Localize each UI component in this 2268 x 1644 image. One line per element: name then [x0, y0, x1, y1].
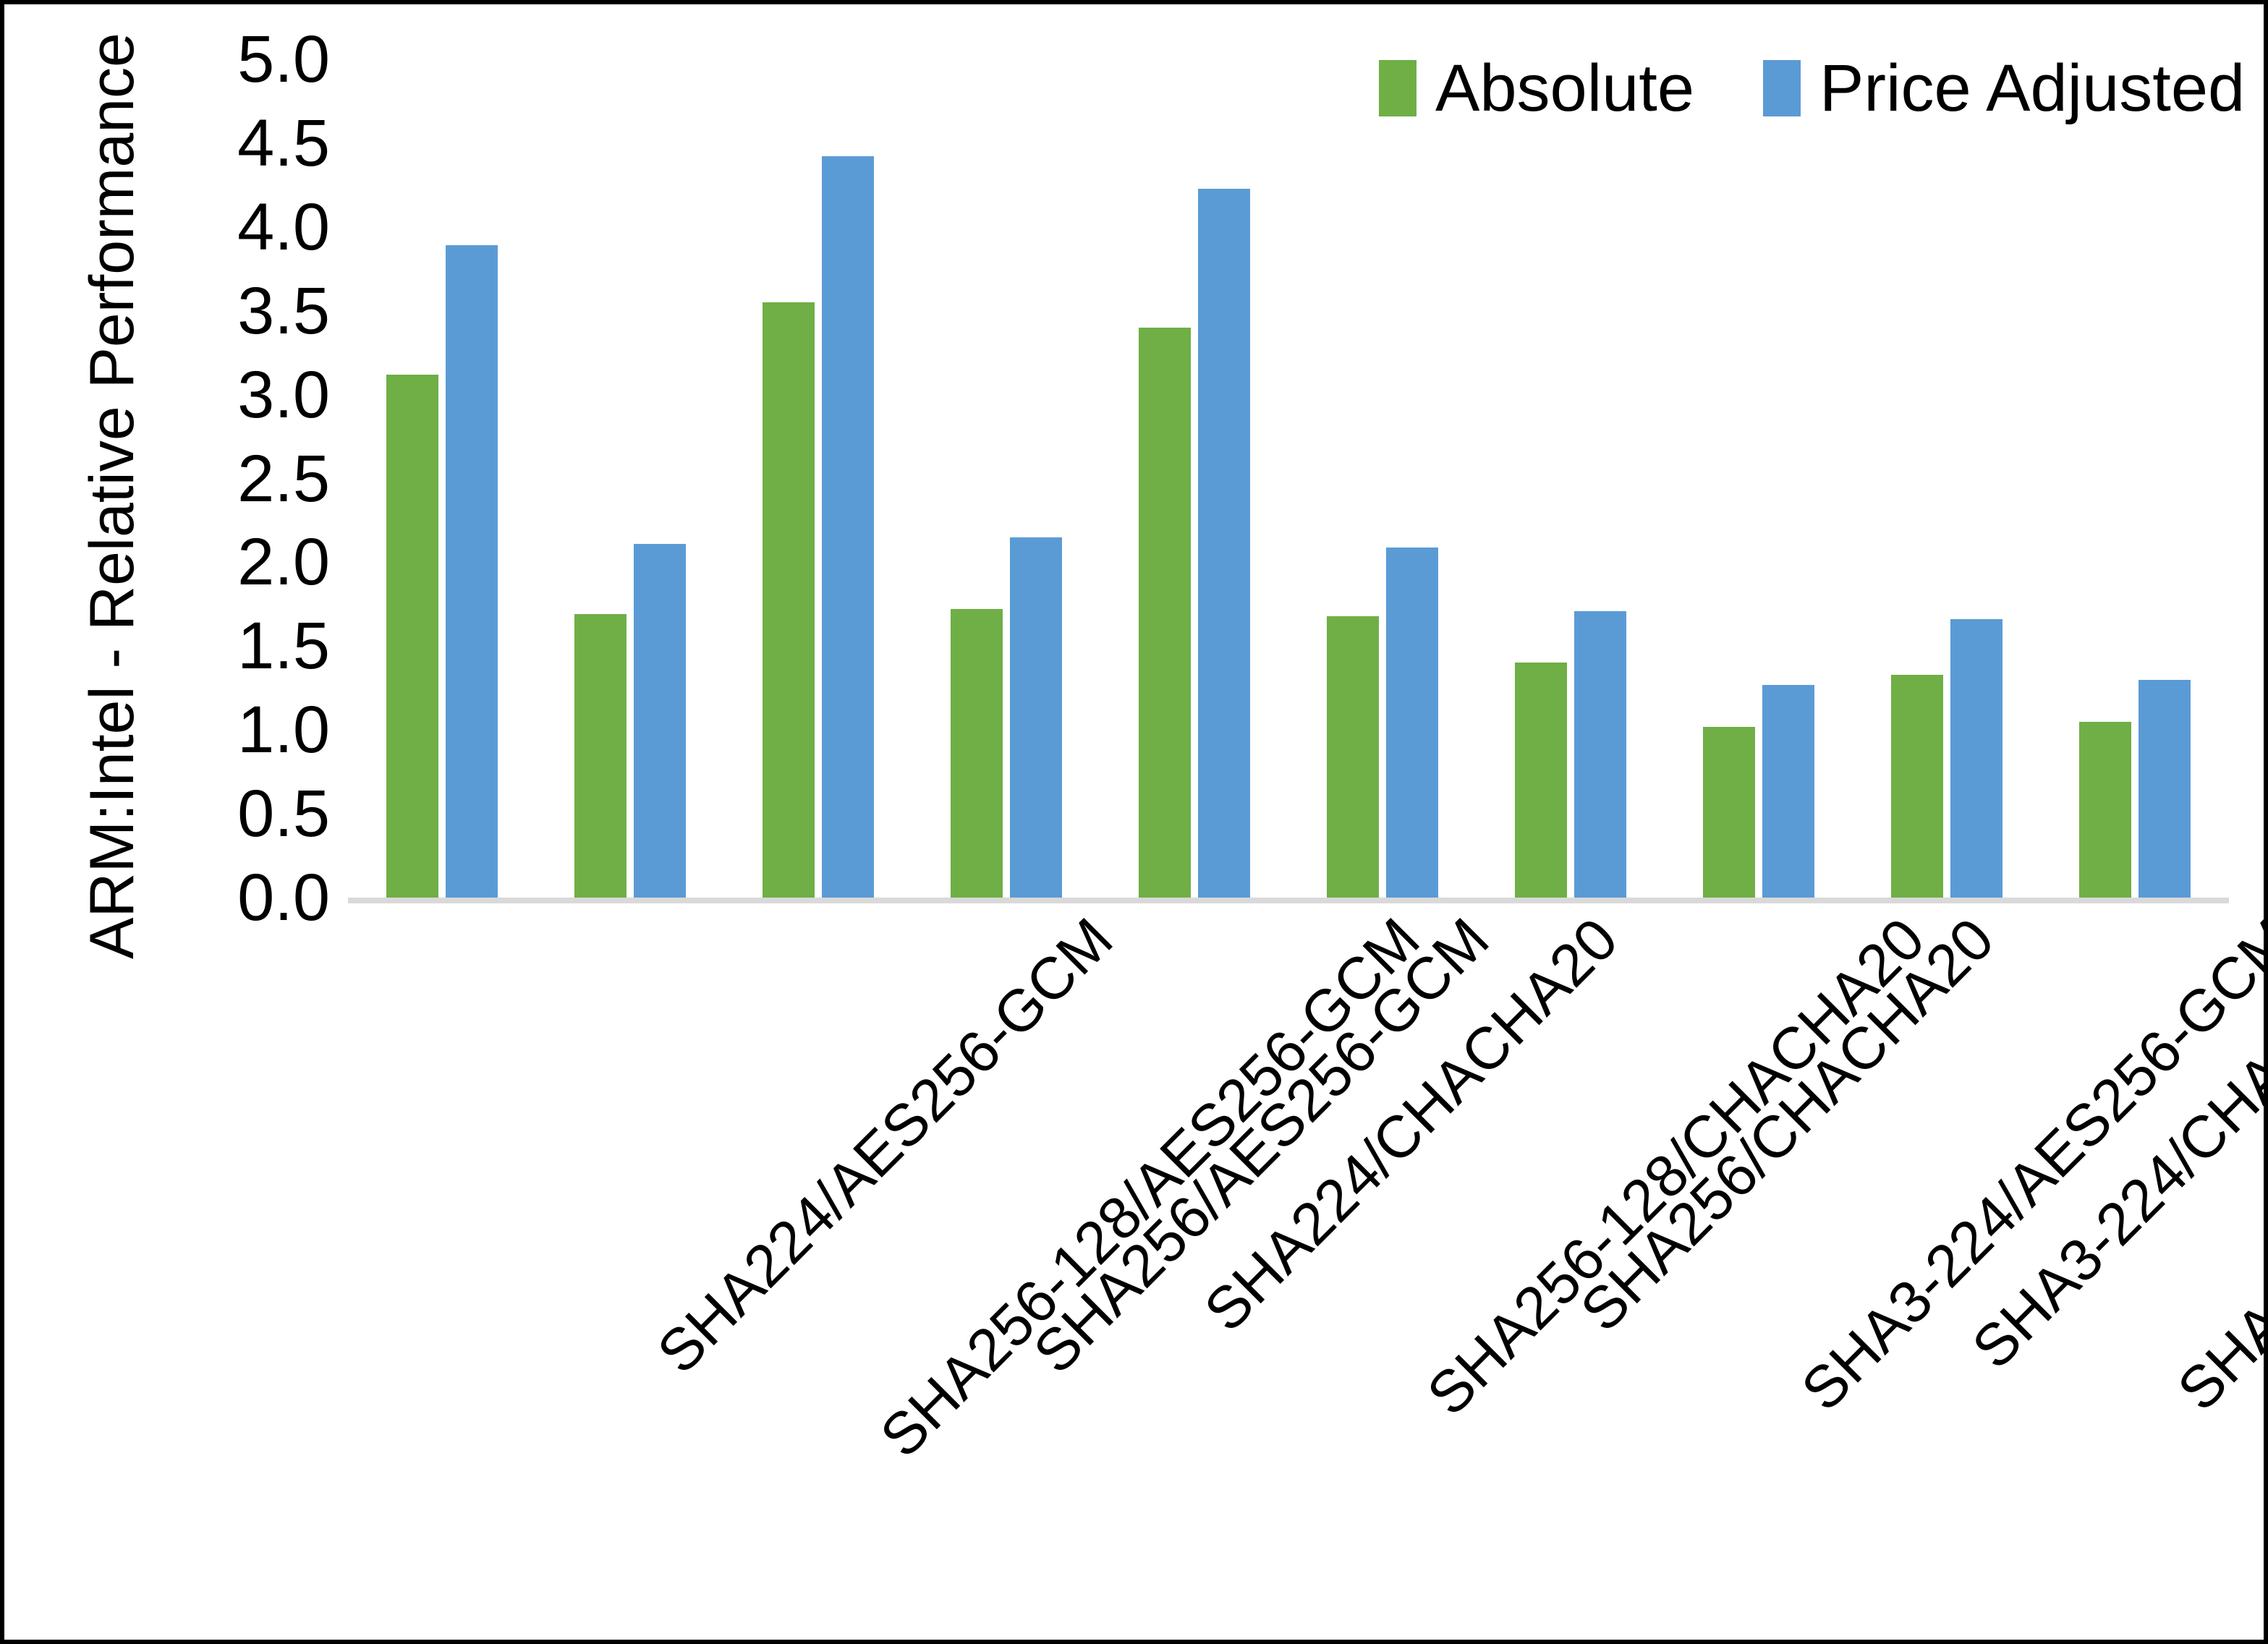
- bar-price-adjusted[interactable]: [1574, 610, 1626, 898]
- y-axis-tick-label: 0.5: [237, 777, 330, 851]
- y-axis-tick-label: 3.5: [237, 273, 330, 348]
- x-axis-baseline: [348, 898, 2229, 903]
- bar-price-adjusted[interactable]: [1198, 188, 1250, 898]
- y-axis-tick-label: 2.0: [237, 525, 330, 600]
- legend-swatch-icon: [1379, 60, 1417, 116]
- bar-group: [348, 59, 536, 898]
- y-axis-tick-label: 1.0: [237, 693, 330, 767]
- y-axis-tick-label: 3.0: [237, 357, 330, 432]
- bar-price-adjusted[interactable]: [1950, 619, 2002, 898]
- bar-absolute[interactable]: [763, 302, 815, 898]
- y-axis-tick-labels: 5.0 4.5 4.0 3.5 3.0 2.5 2.0 1.5 1.0 0.5 0.0: [171, 4, 330, 945]
- bar-absolute[interactable]: [1139, 327, 1191, 898]
- bar-absolute[interactable]: [1891, 674, 1943, 898]
- bar-group: [2041, 59, 2229, 898]
- bar-group: [1853, 59, 2041, 898]
- bar-price-adjusted[interactable]: [446, 245, 498, 898]
- bar-absolute[interactable]: [574, 614, 627, 898]
- bar-absolute[interactable]: [2079, 721, 2131, 898]
- bar-group: [536, 59, 724, 898]
- bar-group: [1288, 59, 1477, 898]
- bar-absolute[interactable]: [1703, 726, 1755, 898]
- y-axis-tick-label: 0.0: [237, 861, 330, 934]
- y-axis-tick-label: 4.0: [237, 189, 330, 264]
- bar-price-adjusted[interactable]: [1386, 547, 1438, 898]
- legend-label: Price Adjusted: [1819, 51, 2246, 125]
- y-axis-tick-label: 4.5: [237, 106, 330, 180]
- x-axis-category-labels: SHA224/AES256-GCM SHA256-128/AES256-GCM SH…: [348, 906, 2264, 1632]
- y-axis-title: ARM:Intel - Relative Performance: [77, 33, 147, 959]
- y-axis-tick-label: 1.5: [237, 609, 330, 683]
- legend-item[interactable]: Price Adjusted: [1763, 55, 2245, 122]
- bar-absolute[interactable]: [1515, 663, 1567, 898]
- bar-group: [1100, 59, 1288, 898]
- bar-group: [912, 59, 1100, 898]
- bar-absolute[interactable]: [951, 609, 1003, 898]
- legend-label: Absolute: [1435, 51, 1695, 125]
- bar-price-adjusted[interactable]: [1762, 684, 1814, 898]
- chart-legend: Absolute Price Adjusted: [1379, 55, 2245, 122]
- bar-absolute[interactable]: [386, 374, 438, 898]
- bar-price-adjusted[interactable]: [634, 543, 686, 898]
- bar-price-adjusted[interactable]: [2139, 679, 2191, 898]
- bar-absolute[interactable]: [1327, 616, 1379, 898]
- legend-swatch-icon: [1763, 60, 1801, 116]
- y-axis-tick-label: 2.5: [237, 441, 330, 516]
- y-axis-tick-label: 5.0: [237, 22, 330, 96]
- bar-group: [1665, 59, 1853, 898]
- bar-group: [724, 59, 912, 898]
- plot-area: [348, 59, 2229, 903]
- bar-group: [1477, 59, 1665, 898]
- legend-item[interactable]: Absolute: [1379, 55, 1694, 122]
- bar-price-adjusted[interactable]: [822, 156, 874, 898]
- bar-price-adjusted[interactable]: [1010, 537, 1062, 898]
